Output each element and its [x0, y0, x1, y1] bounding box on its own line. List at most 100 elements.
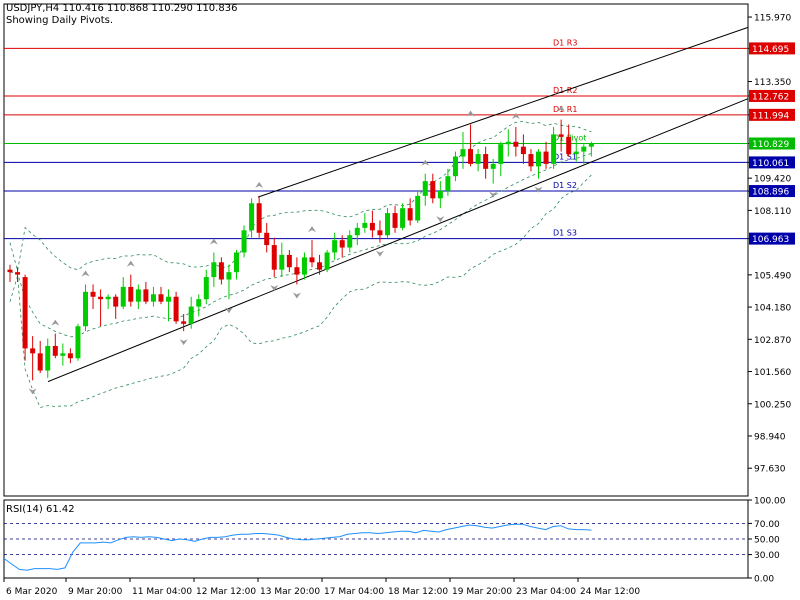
- pivot-line-label: D1 R3: [553, 38, 577, 47]
- fractal-up-arrow: [126, 260, 135, 267]
- candle-body: [279, 254, 285, 270]
- candle-body: [468, 149, 474, 164]
- candle-body: [392, 213, 398, 228]
- price-tag-resistance: [749, 42, 795, 55]
- rsi-tick-label: 30.00: [754, 551, 780, 561]
- candle-body: [150, 294, 156, 302]
- band-lower: [9, 174, 592, 408]
- candle-body: [158, 294, 164, 302]
- candle-body: [354, 227, 360, 236]
- candle-body: [407, 208, 413, 221]
- candle-body: [377, 230, 383, 236]
- fractal-up-arrow: [81, 270, 90, 277]
- candle-body: [309, 257, 315, 263]
- candle-body: [475, 154, 481, 164]
- price-tag-label: 106.963: [752, 235, 789, 245]
- band-middle: [9, 153, 592, 338]
- price-tick-label: 105.490: [754, 271, 791, 281]
- candle-body: [369, 222, 375, 231]
- price-tick-label: 115.970: [754, 14, 791, 24]
- price-tick-label: 109.420: [754, 175, 791, 185]
- candle-body: [317, 262, 323, 270]
- price-tag-label: 108.896: [752, 188, 789, 198]
- rsi-tick-label: 0.00: [754, 575, 774, 585]
- fractal-up-arrow: [511, 113, 520, 119]
- fractal-down-arrow: [489, 191, 498, 198]
- candle-body: [588, 143, 594, 147]
- fractal-up-arrow: [421, 159, 430, 166]
- candle-body: [203, 277, 209, 300]
- fractal-up-arrow: [466, 110, 475, 117]
- pivot-subtitle: Showing Daily Pivots.: [6, 15, 114, 26]
- price-tick-label: 102.870: [754, 336, 791, 346]
- candle-body: [143, 289, 149, 302]
- candle-body: [339, 240, 345, 248]
- price-tick-label: 100.250: [754, 400, 791, 410]
- pivot-line-label: D1 S1: [553, 152, 577, 161]
- candle-body: [113, 296, 119, 307]
- price-tag-label: 111.994: [752, 111, 789, 121]
- candle-body: [264, 232, 270, 246]
- candle-body: [83, 291, 88, 327]
- candle-body: [173, 296, 179, 322]
- candle-body: [45, 345, 51, 371]
- candle-body: [218, 262, 224, 280]
- candle-body: [241, 230, 247, 253]
- candle-body: [536, 151, 541, 167]
- price-tag-label: 112.762: [752, 92, 789, 102]
- candle-body: [196, 299, 202, 307]
- candle-body: [301, 257, 307, 275]
- candle-body: [490, 163, 496, 169]
- candle-body: [226, 272, 232, 280]
- candle-body: [67, 353, 73, 359]
- price-tick-label: 113.350: [754, 78, 791, 88]
- time-tick-label: 24 Mar 12:00: [580, 587, 640, 597]
- candle-body: [566, 136, 572, 155]
- price-tag-support: [749, 156, 795, 169]
- candle-body: [234, 252, 239, 273]
- candle-body: [400, 208, 406, 228]
- candle-body: [120, 286, 126, 307]
- candle-body: [460, 149, 466, 157]
- price-tick-label: 101.560: [754, 368, 791, 378]
- price-tick-label: 97.630: [754, 465, 786, 475]
- fractal-up-arrow: [557, 105, 566, 112]
- price-tick-label: 104.180: [754, 304, 791, 314]
- candle-body: [581, 146, 587, 152]
- fractal-up-arrow: [255, 181, 264, 188]
- candle-body: [271, 245, 277, 270]
- pivot-line-label: D1 R1: [553, 105, 577, 114]
- channel-lower-line: [47, 98, 749, 383]
- price-tag-support: [749, 185, 795, 198]
- time-tick-label: 23 Mar 04:00: [516, 587, 576, 597]
- fractal-down-arrow: [292, 292, 301, 299]
- candle-body: [294, 267, 300, 275]
- candle-body: [324, 252, 330, 270]
- price-tick-label: 108.110: [754, 207, 791, 217]
- fractal-down-arrow: [534, 186, 543, 193]
- candle-body: [52, 345, 58, 356]
- time-tick-label: 12 Mar 12:00: [196, 587, 256, 597]
- fractal-down-arrow: [270, 285, 279, 292]
- candle-body: [513, 141, 519, 147]
- pivot-line-label: D1 S2: [553, 181, 577, 190]
- candle-body: [22, 277, 28, 349]
- fractal-up-arrow: [308, 226, 316, 233]
- fractal-up-arrow: [209, 238, 218, 245]
- time-tick-label: 13 Mar 20:00: [260, 587, 320, 597]
- candle-body: [256, 203, 262, 233]
- time-tick-label: 11 Mar 04:00: [132, 587, 192, 597]
- time-tick-label: 18 Mar 12:00: [388, 587, 448, 597]
- price-tag-pivot: [749, 137, 795, 150]
- rsi-tick-label: 70.00: [754, 520, 780, 530]
- time-tick-label: 19 Mar 20:00: [452, 587, 512, 597]
- candle-body: [128, 286, 134, 302]
- chart-header: USDJPY,H4 110.416 110.868 110.290 110.83…: [6, 3, 237, 14]
- price-tag-label: 114.695: [752, 45, 789, 55]
- fractal-down-arrow: [224, 307, 233, 314]
- candle-body: [505, 141, 511, 145]
- candle-body: [249, 203, 255, 231]
- candle-body: [558, 134, 564, 137]
